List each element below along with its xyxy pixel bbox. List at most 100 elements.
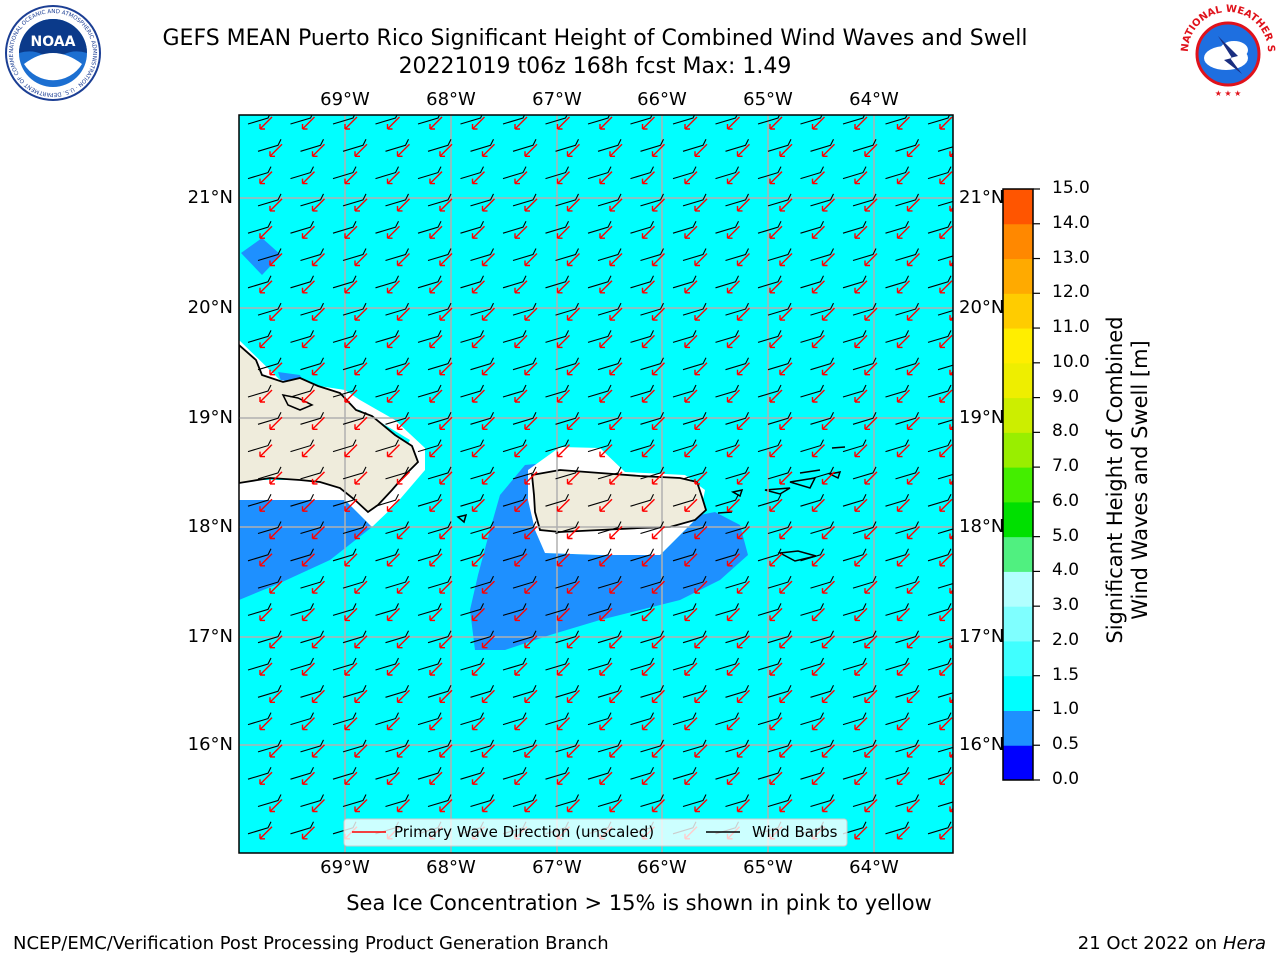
wind-barb <box>247 384 272 398</box>
wind-barb <box>470 193 494 207</box>
wave-direction-arrow <box>906 416 920 430</box>
wave-direction-arrow <box>301 171 315 185</box>
wind-barb <box>895 412 919 425</box>
wind-barb <box>342 630 367 644</box>
wave-direction-arrow <box>779 580 793 594</box>
colorbar-label-line1: Significant Height of Combined <box>1103 316 1127 644</box>
wind-barb <box>257 412 282 425</box>
wave-direction-arrow <box>684 171 698 185</box>
wave-direction-arrow <box>939 334 953 349</box>
wave-direction-arrow <box>769 116 783 130</box>
wind-barb <box>587 657 612 671</box>
wind-barb <box>375 166 399 180</box>
wind-barb <box>257 248 282 262</box>
wave-direction-arrow <box>514 717 528 731</box>
wind-barb <box>470 794 494 808</box>
wind-barb <box>800 220 824 234</box>
wave-direction-arrow <box>386 662 400 676</box>
wind-barb <box>682 139 707 152</box>
wave-direction-arrow <box>736 689 750 703</box>
wave-direction-arrow <box>354 362 368 376</box>
wave-direction-arrow <box>726 717 740 731</box>
wave-direction-arrow <box>651 471 665 485</box>
wind-barb <box>385 575 409 589</box>
wind-barb <box>682 193 707 207</box>
wave-direction-arrow <box>354 143 368 157</box>
wave-direction-arrow <box>939 553 953 567</box>
wind-barb <box>885 712 909 726</box>
wind-barb <box>290 766 314 780</box>
wind-barb <box>810 575 834 589</box>
wind-barb <box>427 357 452 371</box>
wind-barb <box>512 739 537 753</box>
wave-direction-arrow <box>524 253 538 267</box>
wind-barb <box>682 412 707 425</box>
wave-direction-arrow <box>386 771 400 785</box>
wind-barb <box>937 637 953 644</box>
wind-barb <box>895 302 919 316</box>
wave-direction-arrow <box>354 253 368 267</box>
wind-barb <box>290 115 313 125</box>
wave-direction-arrow <box>354 307 368 321</box>
wave-direction-arrow <box>854 607 868 622</box>
wave-direction-arrow <box>354 580 368 594</box>
wave-direction-arrow <box>779 253 793 267</box>
wave-direction-arrow <box>821 253 835 267</box>
wind-barb <box>257 630 282 644</box>
wind-barb <box>502 275 527 289</box>
wind-barb <box>842 166 867 180</box>
wind-barb <box>715 766 739 780</box>
wave-direction-arrow <box>311 253 325 267</box>
wind-barb <box>927 166 952 180</box>
wind-barb <box>460 220 484 234</box>
wind-barb <box>715 330 739 343</box>
wave-direction-arrow <box>481 471 495 485</box>
wind-barb <box>257 685 282 698</box>
wave-direction-arrow <box>514 334 528 349</box>
wave-direction-arrow <box>684 280 698 294</box>
wave-direction-arrow <box>301 280 315 294</box>
wave-direction-arrow <box>811 553 825 567</box>
wave-direction-arrow <box>854 280 868 294</box>
wind-barb <box>597 139 622 152</box>
wave-direction-arrow <box>609 416 623 430</box>
wind-barb <box>555 739 579 753</box>
wind-barb <box>937 364 953 371</box>
chart-subtitle: 20221019 t06z 168h fcst Max: 1.49 <box>398 54 792 79</box>
wave-direction-arrow <box>694 253 708 267</box>
wave-direction-arrow <box>566 143 580 157</box>
wave-direction-arrow <box>821 416 835 430</box>
wave-direction-arrow <box>439 143 453 157</box>
wave-direction-arrow <box>524 471 538 485</box>
wind-barb <box>417 493 442 507</box>
wave-direction-arrow <box>524 799 538 813</box>
colorbar-tick-label: 2.0 <box>1052 629 1080 650</box>
wave-direction-arrow <box>854 444 868 458</box>
wind-barb <box>375 220 399 234</box>
wave-direction-arrow <box>684 225 698 239</box>
wind-barb <box>427 302 452 316</box>
wave-direction-arrow <box>429 607 443 622</box>
wave-direction-arrow <box>344 171 358 185</box>
wind-barb <box>810 193 834 207</box>
wind-barb <box>427 521 452 535</box>
wind-barb <box>640 794 664 808</box>
wind-barb <box>895 794 919 808</box>
wave-direction-arrow <box>726 225 740 239</box>
wave-direction-arrow <box>301 444 315 458</box>
colorbar-segment <box>1003 362 1033 399</box>
wave-direction-arrow <box>641 225 655 239</box>
wind-barb <box>852 248 877 262</box>
wave-direction-arrow <box>726 280 740 294</box>
wave-direction-arrow <box>524 744 538 758</box>
wind-barb <box>672 548 697 562</box>
wind-barb <box>927 275 952 289</box>
wave-direction-arrow <box>471 771 485 785</box>
wind-barb <box>342 357 367 371</box>
wave-direction-arrow <box>269 143 283 157</box>
wave-direction-arrow <box>811 498 825 512</box>
wind-barb <box>417 275 442 289</box>
wave-direction-arrow <box>896 717 910 731</box>
wave-direction-arrow <box>864 689 878 703</box>
wave-direction-arrow <box>864 416 878 430</box>
